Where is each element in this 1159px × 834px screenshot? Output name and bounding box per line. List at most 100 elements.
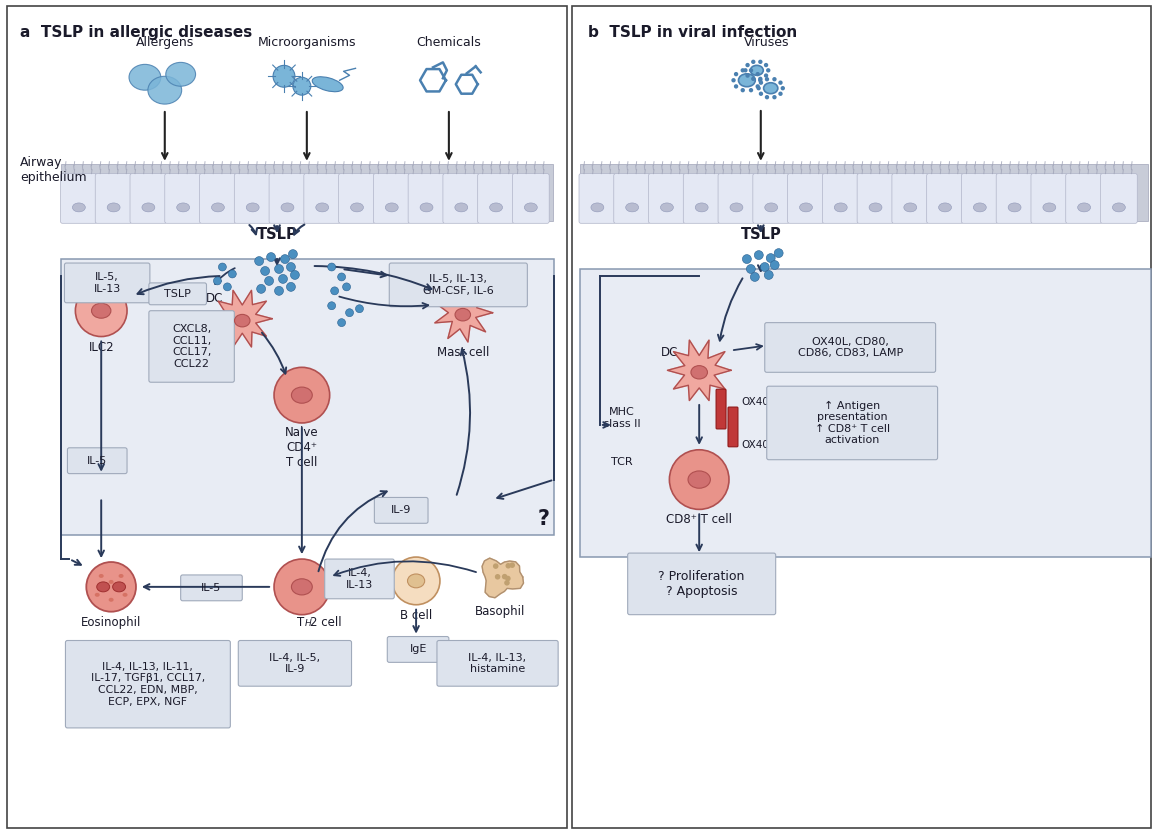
- Text: IL-4, IL-13, IL-11,
IL-17, TGFβ1, CCL17,
CCL22, EDN, MBP,
ECP, EPX, NGF: IL-4, IL-13, IL-11, IL-17, TGFβ1, CCL17,…: [90, 662, 205, 706]
- Text: ↑ Antigen
presentation
↑ CD8⁺ T cell
activation: ↑ Antigen presentation ↑ CD8⁺ T cell act…: [815, 400, 890, 445]
- Circle shape: [760, 263, 770, 272]
- FancyBboxPatch shape: [7, 6, 567, 828]
- Text: Airway
epithelium: Airway epithelium: [20, 156, 87, 183]
- Text: DC: DC: [661, 346, 678, 359]
- Circle shape: [781, 86, 785, 90]
- Polygon shape: [435, 284, 493, 342]
- Ellipse shape: [408, 574, 424, 588]
- Circle shape: [764, 73, 768, 78]
- Text: ?: ?: [538, 510, 549, 530]
- FancyBboxPatch shape: [1066, 173, 1102, 224]
- Circle shape: [502, 574, 508, 580]
- Circle shape: [493, 563, 498, 569]
- Text: IL-9: IL-9: [391, 505, 411, 515]
- FancyBboxPatch shape: [927, 173, 963, 224]
- Ellipse shape: [72, 203, 86, 212]
- FancyBboxPatch shape: [338, 173, 376, 224]
- Ellipse shape: [350, 203, 364, 212]
- FancyBboxPatch shape: [374, 497, 428, 523]
- Ellipse shape: [315, 203, 329, 212]
- Ellipse shape: [765, 203, 778, 212]
- Circle shape: [764, 63, 768, 68]
- Circle shape: [743, 68, 748, 73]
- Circle shape: [264, 276, 274, 285]
- FancyBboxPatch shape: [165, 173, 202, 224]
- FancyBboxPatch shape: [61, 259, 554, 535]
- FancyBboxPatch shape: [728, 407, 738, 447]
- Circle shape: [330, 287, 338, 295]
- Circle shape: [779, 80, 782, 85]
- Ellipse shape: [109, 580, 114, 584]
- Circle shape: [291, 270, 299, 279]
- Ellipse shape: [123, 593, 127, 597]
- Ellipse shape: [280, 203, 294, 212]
- Ellipse shape: [454, 203, 468, 212]
- Text: OX40: OX40: [741, 440, 768, 450]
- Ellipse shape: [95, 593, 100, 597]
- Circle shape: [759, 80, 763, 85]
- Circle shape: [670, 450, 729, 510]
- Polygon shape: [212, 290, 272, 347]
- FancyBboxPatch shape: [373, 173, 410, 224]
- FancyBboxPatch shape: [95, 173, 132, 224]
- FancyBboxPatch shape: [65, 641, 231, 728]
- Ellipse shape: [129, 64, 161, 90]
- FancyBboxPatch shape: [573, 6, 1151, 828]
- Circle shape: [343, 283, 350, 291]
- Text: b  TSLP in viral infection: b TSLP in viral infection: [588, 25, 797, 40]
- Ellipse shape: [234, 314, 250, 327]
- Circle shape: [734, 72, 738, 77]
- FancyBboxPatch shape: [387, 636, 449, 662]
- FancyBboxPatch shape: [60, 173, 97, 224]
- Circle shape: [743, 254, 751, 264]
- Ellipse shape: [1078, 203, 1091, 212]
- Text: Chemicals: Chemicals: [416, 37, 481, 49]
- Text: CD8⁺ T cell: CD8⁺ T cell: [666, 514, 732, 526]
- Ellipse shape: [661, 203, 673, 212]
- Text: TCR: TCR: [611, 457, 633, 467]
- Ellipse shape: [99, 574, 103, 578]
- Circle shape: [275, 264, 284, 274]
- FancyBboxPatch shape: [716, 389, 726, 429]
- Ellipse shape: [591, 203, 604, 212]
- Circle shape: [218, 263, 226, 271]
- Circle shape: [392, 557, 440, 605]
- Circle shape: [755, 250, 764, 259]
- Circle shape: [765, 95, 770, 99]
- Ellipse shape: [96, 582, 110, 592]
- Ellipse shape: [800, 203, 812, 212]
- Circle shape: [766, 254, 775, 263]
- Circle shape: [261, 267, 270, 275]
- Text: Allergens: Allergens: [136, 37, 194, 49]
- Text: TSLP: TSLP: [165, 289, 191, 299]
- FancyBboxPatch shape: [67, 448, 127, 474]
- Circle shape: [345, 309, 353, 317]
- FancyBboxPatch shape: [765, 323, 935, 372]
- Circle shape: [328, 302, 336, 309]
- Circle shape: [278, 274, 287, 284]
- Ellipse shape: [626, 203, 639, 212]
- Circle shape: [757, 86, 760, 90]
- Circle shape: [741, 88, 745, 93]
- Circle shape: [274, 559, 329, 615]
- Circle shape: [758, 60, 763, 64]
- FancyBboxPatch shape: [234, 173, 271, 224]
- Text: H: H: [305, 619, 311, 628]
- Circle shape: [758, 78, 763, 83]
- FancyBboxPatch shape: [478, 173, 515, 224]
- FancyBboxPatch shape: [304, 173, 341, 224]
- Ellipse shape: [385, 203, 399, 212]
- Ellipse shape: [489, 203, 503, 212]
- Ellipse shape: [691, 365, 707, 379]
- FancyBboxPatch shape: [684, 173, 720, 224]
- Text: Viruses: Viruses: [744, 37, 789, 49]
- Text: B cell: B cell: [400, 609, 432, 621]
- Circle shape: [765, 77, 770, 82]
- Circle shape: [505, 575, 511, 581]
- Polygon shape: [668, 340, 731, 400]
- Circle shape: [751, 77, 756, 81]
- Circle shape: [274, 65, 294, 88]
- Ellipse shape: [834, 203, 847, 212]
- Text: IgE: IgE: [409, 645, 427, 655]
- FancyBboxPatch shape: [325, 559, 394, 599]
